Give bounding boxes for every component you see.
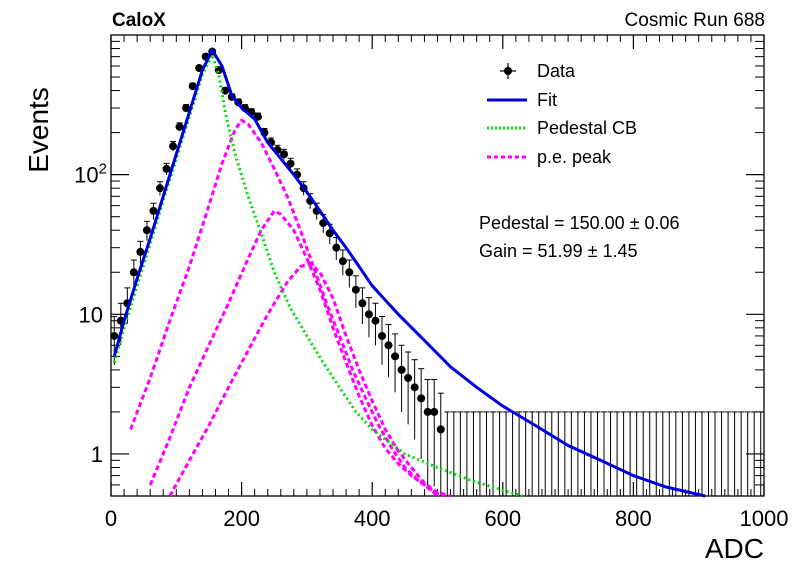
data-point	[149, 206, 158, 215]
legend-label-fit: Fit	[537, 90, 557, 110]
data-point	[351, 285, 360, 294]
pedestal-stat: Pedestal = 150.00 ± 0.06	[479, 213, 680, 233]
gain-stat: Gain = 51.99 ± 1.45	[479, 241, 638, 261]
legend-label-pedestal: Pedestal CB	[537, 118, 637, 138]
legend-entry-pe: p.e. peak	[487, 147, 612, 167]
data-point	[325, 229, 334, 238]
legend: Data Fit Pedestal CB p.e. peak	[487, 61, 637, 167]
data-point	[404, 373, 413, 382]
data-point	[436, 425, 445, 434]
data-point	[397, 365, 406, 374]
data-point	[423, 407, 432, 416]
run-label: Cosmic Run 688	[625, 10, 765, 31]
data-point	[338, 257, 347, 266]
data-point	[136, 247, 145, 256]
p-e-peak-1-curve	[129, 118, 439, 498]
legend-entry-fit: Fit	[487, 90, 557, 110]
data-point	[188, 82, 197, 91]
data-point	[358, 299, 367, 308]
y-tick-label: 1	[91, 442, 103, 467]
data-point	[221, 86, 230, 95]
data-point	[377, 331, 386, 340]
legend-label-data: Data	[537, 61, 576, 81]
x-tick-label: 1000	[740, 506, 789, 531]
data-point	[142, 226, 151, 235]
x-tick-label: 0	[105, 506, 117, 531]
data-point	[155, 184, 164, 193]
data-point	[391, 352, 400, 361]
data-point	[364, 310, 373, 319]
x-axis-title: ADC	[705, 533, 764, 564]
data-point	[182, 104, 191, 113]
y-tick-label: 102	[74, 161, 107, 188]
plot-frame	[110, 34, 765, 497]
data-point	[332, 243, 341, 252]
pedestal-cb-curve	[112, 50, 523, 498]
data-point	[110, 331, 119, 340]
data-point	[169, 142, 178, 151]
p-e-peak-3-curve	[168, 262, 451, 498]
fit-curve	[112, 46, 706, 498]
legend-data-marker	[504, 67, 512, 75]
data-point	[371, 316, 380, 325]
data-point	[384, 341, 393, 350]
x-tick-label: 200	[223, 506, 260, 531]
x-tick-label: 600	[484, 506, 521, 531]
p-e-peak-2-curve	[148, 208, 445, 498]
x-tick-label: 800	[615, 506, 652, 531]
data-point	[162, 164, 171, 173]
data-point	[417, 394, 426, 403]
data-layer	[110, 47, 764, 496]
data-point	[175, 122, 184, 131]
data-point	[286, 159, 295, 168]
x-tick-label: 400	[354, 506, 391, 531]
legend-entry-data: Data	[500, 61, 576, 81]
curves-layer	[112, 46, 706, 498]
y-axis-title: Events	[23, 87, 54, 173]
legend-entry-pedestal: Pedestal CB	[487, 118, 637, 138]
data-point	[129, 268, 138, 277]
data-point	[430, 407, 439, 416]
y-tick-label: 10	[79, 302, 103, 327]
ticks-layer: 0 200 400 600 800 1000 1 10 102	[74, 35, 788, 531]
legend-label-pe: p.e. peak	[537, 147, 612, 167]
data-point	[410, 383, 419, 392]
experiment-label: CaloX	[112, 10, 166, 31]
data-point	[345, 268, 354, 277]
data-point	[280, 150, 289, 159]
